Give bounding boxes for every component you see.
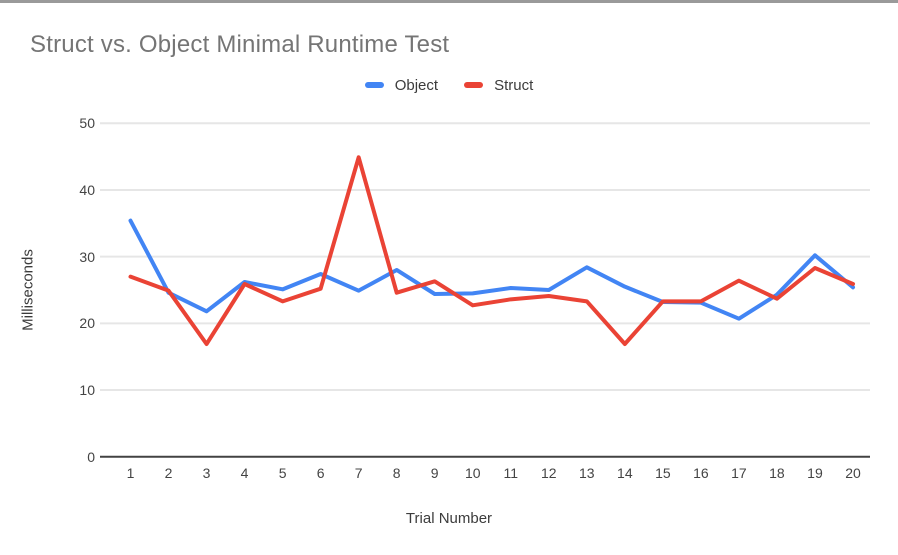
x-tick-label: 12 bbox=[540, 465, 557, 481]
object-series-line bbox=[128, 218, 855, 321]
x-tick-label: 20 bbox=[845, 465, 861, 481]
x-tick-label: 14 bbox=[617, 465, 633, 481]
x-tick-label: 13 bbox=[579, 465, 595, 481]
x-tick-label: 9 bbox=[430, 465, 439, 481]
x-tick-label: 16 bbox=[693, 465, 709, 481]
x-axis-title: Trial Number bbox=[0, 510, 898, 527]
y-tick-label: 40 bbox=[79, 181, 95, 198]
x-tick-label: 6 bbox=[316, 465, 325, 481]
legend-item-object: Object bbox=[364, 76, 439, 94]
x-tick-label: 3 bbox=[202, 465, 211, 481]
x-tick-label: 15 bbox=[655, 465, 671, 481]
x-tick-label: 10 bbox=[464, 465, 481, 481]
x-tick-label: 4 bbox=[240, 465, 249, 481]
struct-series-line bbox=[128, 155, 855, 347]
y-tick-label: 50 bbox=[79, 115, 95, 132]
object-series-swatch bbox=[364, 82, 384, 88]
x-tick-label: 19 bbox=[807, 465, 823, 481]
y-tick-label: 10 bbox=[79, 382, 95, 399]
x-axis-title-text: Trial Number bbox=[405, 510, 493, 527]
y-tick-label: 20 bbox=[79, 315, 95, 332]
x-tick-label: 8 bbox=[392, 465, 401, 481]
x-tick-label: 7 bbox=[354, 465, 363, 481]
window-top-border bbox=[0, 0, 898, 3]
y-tick-label: 0 bbox=[87, 448, 95, 465]
x-tick-label: 18 bbox=[769, 465, 785, 481]
y-axis-title: Milliseconds bbox=[19, 249, 37, 331]
x-tick-label: 5 bbox=[278, 465, 287, 481]
x-tick-label: 2 bbox=[164, 465, 173, 481]
legend-item-struct: Struct bbox=[464, 77, 533, 94]
legend-label-object: Object bbox=[394, 76, 439, 94]
x-tick-label: 17 bbox=[731, 465, 747, 481]
legend-label-struct: Struct bbox=[494, 76, 534, 94]
chart-title: Struct vs. Object Minimal Runtime Test bbox=[30, 31, 450, 58]
struct-series-swatch bbox=[464, 82, 484, 88]
chart-legend: Object Struct bbox=[0, 76, 898, 94]
y-tick-label: 30 bbox=[79, 248, 95, 265]
x-tick-label: 1 bbox=[126, 465, 135, 481]
x-tick-label: 11 bbox=[503, 465, 519, 481]
